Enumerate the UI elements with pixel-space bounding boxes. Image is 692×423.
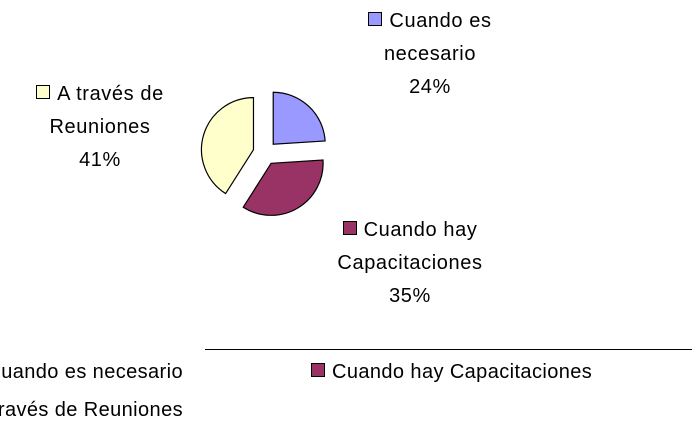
legend-swatch (311, 363, 325, 377)
legend-border (205, 349, 692, 350)
legend-item: Cuando hay Capacitaciones (311, 360, 592, 384)
label-category: Cuando hay Capacitaciones (337, 219, 483, 274)
pie-slice (272, 91, 326, 145)
label-value: 24% (409, 76, 451, 98)
label-category: A través de Reuniones (49, 83, 164, 138)
pie-slice (242, 159, 324, 216)
legend-item: Cuando es necesario (0, 360, 183, 384)
label-swatch (368, 12, 383, 26)
legend-label: Cuando hay Capacitaciones (332, 361, 593, 383)
data-label: A través de Reuniones 41% (5, 78, 195, 177)
data-label: Cuando es necesario 24% (325, 5, 535, 104)
label-swatch (342, 221, 357, 235)
pie-slice (200, 97, 255, 195)
label-value: 41% (79, 149, 121, 171)
legend-item: A través de Reuniones (0, 398, 183, 422)
legend-label: A través de Reuniones (0, 399, 183, 421)
legend-label: Cuando es necesario (0, 361, 183, 383)
label-value: 35% (389, 285, 431, 307)
label-category: Cuando es necesario (383, 10, 492, 65)
label-swatch (36, 85, 51, 99)
data-label: Cuando hay Capacitaciones 35% (330, 214, 490, 313)
legend: Cuando es necesario Cuando hay Capacitaci… (0, 349, 692, 423)
